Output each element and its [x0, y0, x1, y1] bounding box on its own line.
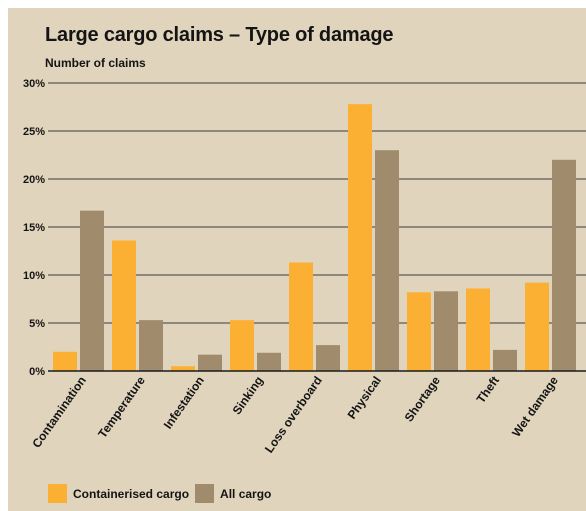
bar-all-cargo [139, 320, 163, 371]
bar-all-cargo [493, 349, 517, 371]
y-tick-label: 0% [29, 366, 45, 378]
legend-swatch-containerised [48, 484, 67, 503]
bar-containerised [112, 240, 136, 371]
bar-all-cargo [316, 345, 340, 371]
bar-all-cargo [434, 291, 458, 371]
x-tick-label: Loss overboard [262, 374, 325, 456]
bar-all-cargo [375, 150, 399, 371]
bar-chart: 0% 5% 10% 15% 20% 25% 30% Contamination Temperat… [23, 78, 586, 456]
bar-containerised [171, 366, 195, 371]
bar-all-cargo [198, 354, 222, 371]
bar-containerised [525, 282, 549, 371]
y-tick-label: 30% [23, 78, 45, 90]
bar-containerised [407, 292, 431, 371]
legend-label-containerised: Containerised cargo [73, 486, 190, 501]
y-tick-label: 25% [23, 126, 45, 138]
legend-item-all-cargo: All cargo [195, 484, 271, 503]
x-tick-label: Sinking [230, 374, 266, 418]
y-tick-label: 10% [23, 270, 45, 282]
bar-all-cargo [257, 352, 281, 371]
x-tick-label: Physical [345, 374, 384, 422]
y-tick-label: 5% [29, 318, 45, 330]
legend: Containerised cargo All cargo [48, 484, 277, 503]
bar-containerised [289, 262, 313, 371]
x-tick-label: Contamination [29, 374, 89, 451]
legend-label-all-cargo: All cargo [220, 486, 272, 501]
y-axis-label: Number of claims [45, 56, 146, 70]
legend-item-containerised: Containerised cargo [48, 484, 189, 503]
bar-containerised [466, 288, 490, 371]
bar-containerised [348, 104, 372, 372]
x-tick-label: Temperature [95, 373, 148, 440]
bar-all-cargo [80, 210, 104, 371]
y-tick-label: 20% [23, 174, 45, 186]
legend-swatch-all-cargo [195, 484, 215, 503]
chart-panel: Large cargo claims – Type of damage Numb… [8, 8, 586, 511]
bar-containerised [230, 320, 254, 371]
chart-title: Large cargo claims – Type of damage [45, 24, 394, 46]
bar-containerised [53, 351, 77, 371]
x-tick-label: Theft [474, 374, 502, 406]
x-tick-label: Wet damage [509, 373, 561, 439]
x-tick-label: Infestation [161, 374, 207, 432]
y-tick-label: 15% [23, 222, 45, 234]
x-tick-label: Shortage [402, 373, 443, 424]
bar-all-cargo [552, 159, 576, 371]
